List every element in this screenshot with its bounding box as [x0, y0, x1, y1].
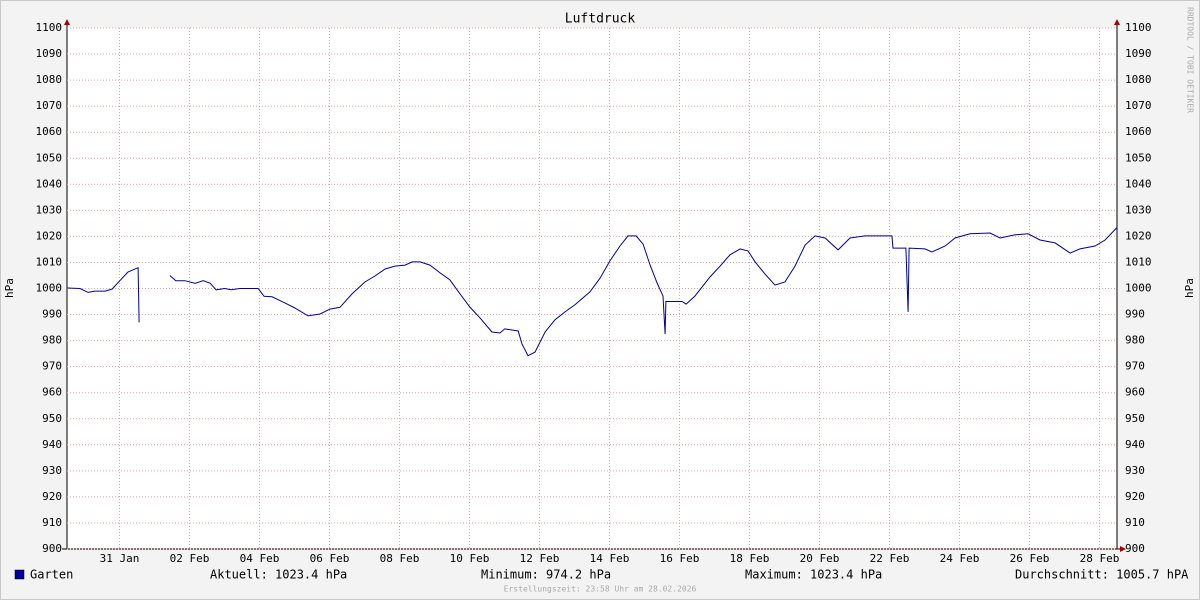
- legend-stat: Maximum: 1023.4 hPa: [745, 568, 882, 582]
- y-tick-label-right: 1090: [1125, 47, 1152, 60]
- y-tick-label-right: 970: [1125, 360, 1145, 373]
- y-tick-label: 920: [42, 490, 62, 503]
- y-tick-label: 970: [42, 360, 62, 373]
- y-tick-label: 1100: [36, 21, 63, 34]
- y-tick-label: 1080: [36, 73, 63, 86]
- axis-arrow: [1120, 546, 1126, 552]
- y-axis-label-right: hPa: [1183, 278, 1196, 298]
- data-line: [66, 227, 1118, 357]
- x-tick-label: 08 Feb: [380, 552, 420, 565]
- x-tick-label: 10 Feb: [450, 552, 490, 565]
- chart-title: Luftdruck: [565, 12, 636, 27]
- y-tick-label: 1020: [36, 229, 63, 242]
- y-tick-label: 940: [42, 438, 62, 451]
- x-tick-label: 31 Jan: [100, 552, 140, 565]
- legend-stat: Durchschnitt: 1005.7 hPA: [1015, 568, 1189, 582]
- y-tick-label-right: 1050: [1125, 151, 1152, 164]
- y-tick-label-right: 1070: [1125, 99, 1152, 112]
- y-tick-label: 1090: [36, 47, 63, 60]
- x-tick-label: 12 Feb: [520, 552, 560, 565]
- x-tick-label: 22 Feb: [870, 552, 910, 565]
- x-tick-label: 20 Feb: [800, 552, 840, 565]
- y-tick-label-right: 900: [1125, 542, 1145, 555]
- y-tick-label-right: 950: [1125, 412, 1145, 425]
- x-tick-label: 18 Feb: [730, 552, 770, 565]
- y-tick-label-right: 1040: [1125, 177, 1152, 190]
- legend-label: Garten: [30, 568, 73, 582]
- y-tick-label: 910: [42, 516, 62, 529]
- x-tick-label: 06 Feb: [310, 552, 350, 565]
- y-tick-label-right: 930: [1125, 464, 1145, 477]
- y-tick-label-right: 960: [1125, 386, 1145, 399]
- y-tick-label: 1000: [36, 282, 63, 295]
- x-tick-label: 04 Feb: [240, 552, 280, 565]
- y-tick-label: 1060: [36, 125, 63, 138]
- x-tick-label: 24 Feb: [940, 552, 980, 565]
- y-tick-label-right: 1020: [1125, 229, 1152, 242]
- y-tick-label-right: 910: [1125, 516, 1145, 529]
- footnote: Erstellungszeit: 23:58 Uhr am 28.02.2026: [504, 585, 697, 594]
- axis-arrow: [64, 19, 70, 25]
- x-tick-label: 02 Feb: [170, 552, 210, 565]
- y-tick-label-right: 1060: [1125, 125, 1152, 138]
- y-tick-label: 990: [42, 308, 62, 321]
- x-tick-label: 16 Feb: [660, 552, 700, 565]
- y-tick-label: 1010: [36, 255, 63, 268]
- y-tick-label: 900: [42, 542, 62, 555]
- y-tick-label-right: 990: [1125, 308, 1145, 321]
- y-axis-label: hPa: [3, 278, 16, 298]
- y-tick-label-right: 1000: [1125, 282, 1152, 295]
- y-tick-label: 960: [42, 386, 62, 399]
- y-tick-label-right: 920: [1125, 490, 1145, 503]
- x-tick-label: 14 Feb: [590, 552, 630, 565]
- y-tick-label: 930: [42, 464, 62, 477]
- y-tick-label-right: 980: [1125, 334, 1145, 347]
- y-tick-label-right: 1080: [1125, 73, 1152, 86]
- legend-stat: Aktuell: 1023.4 hPa: [210, 568, 347, 582]
- legend-stat: Minimum: 974.2 hPa: [481, 568, 611, 582]
- y-tick-label-right: 940: [1125, 438, 1145, 451]
- y-tick-label-right: 1030: [1125, 203, 1152, 216]
- y-tick-label: 1040: [36, 177, 63, 190]
- x-tick-label: 26 Feb: [1010, 552, 1050, 565]
- y-tick-label-right: 1100: [1125, 21, 1152, 34]
- watermark: RRDTOOL / TOBI OETIKER: [1186, 7, 1195, 113]
- y-tick-label: 950: [42, 412, 62, 425]
- y-tick-label: 1050: [36, 151, 63, 164]
- y-tick-label: 1070: [36, 99, 63, 112]
- y-tick-label-right: 1010: [1125, 255, 1152, 268]
- axis-arrow: [1114, 19, 1120, 25]
- legend-swatch: [14, 569, 25, 580]
- y-tick-label: 980: [42, 334, 62, 347]
- x-tick-label: 28 Feb: [1080, 552, 1120, 565]
- y-tick-label: 1030: [36, 203, 63, 216]
